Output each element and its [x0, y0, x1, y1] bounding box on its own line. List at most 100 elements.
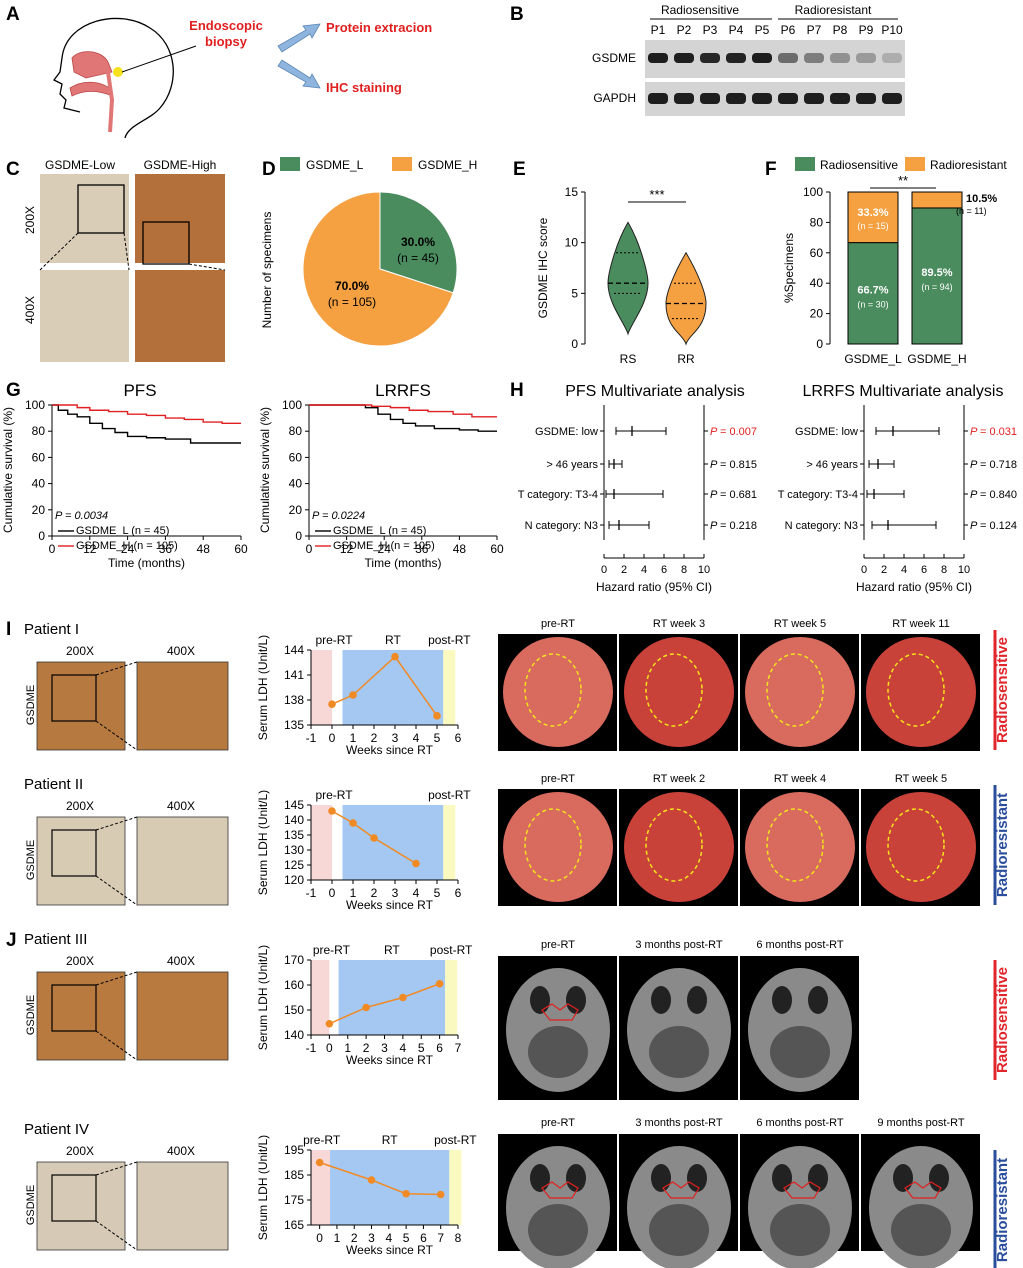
zoom-box [51, 1174, 97, 1222]
protein-extraction-label: Protein extracion [326, 20, 432, 35]
x-tick-label: 36 [415, 542, 429, 556]
band-gsdme [674, 53, 694, 63]
x-tick-label: 6 [921, 564, 927, 576]
ihc-high-200x [135, 174, 225, 263]
y-axis-label: Cumulative survival (%) [258, 407, 272, 533]
lane-label: P3 [703, 23, 718, 37]
x-axis-label: Weeks since RT [346, 898, 434, 912]
phase-label: post-RT [428, 633, 471, 647]
ihc-high-400x [135, 270, 225, 362]
mri-sinus [772, 1164, 792, 1192]
image-label: RT week 5 [774, 618, 826, 630]
slice-n: (n = 105) [328, 295, 376, 309]
image-label: 3 months post-RT [635, 939, 723, 951]
y-axis-label: Serum LDH (Unit/L) [256, 635, 270, 740]
p-value: P = 0.681 [710, 489, 757, 501]
tumor-outline [766, 808, 824, 882]
zoom-line [95, 816, 138, 831]
mri-sinus [929, 1164, 949, 1192]
y-tick-label: 20 [289, 503, 303, 517]
y-tick-label: 140 [284, 813, 304, 827]
ldh-point [362, 1003, 370, 1012]
y-tick-label: 0 [571, 337, 578, 351]
legend-label: GSDME_L (n = 45) [76, 525, 169, 537]
endoscopy-image [624, 792, 734, 902]
zoom-line [95, 661, 138, 676]
forest-row-label: T category: T3-4 [778, 489, 858, 501]
band-gsdme [778, 53, 798, 63]
tumor-outline [524, 653, 582, 727]
x-tick-label: 36 [159, 542, 173, 556]
legend-radioresistant: Radioresistant [930, 158, 1007, 172]
phase-label: post-RT [428, 788, 471, 802]
tumor-outline [524, 808, 582, 882]
x-tick-label: 5 [403, 1231, 410, 1245]
band-gapdh [674, 93, 694, 104]
head-outline [61, 17, 174, 139]
mri-sinus [651, 986, 671, 1014]
zoom-box [51, 984, 97, 1032]
band-gsdme [882, 53, 902, 63]
mri-brainstem [891, 1204, 951, 1256]
y-tick-label: 144 [284, 643, 304, 657]
image-label: RT week 2 [653, 773, 705, 785]
x-tick-label: 8 [455, 1231, 462, 1245]
violin-RS [607, 221, 649, 336]
y-tick-label: 145 [284, 798, 304, 812]
y-tick-label: 60 [810, 246, 824, 260]
tumor-marker [113, 67, 123, 77]
x-tick-label: 3 [392, 731, 399, 745]
forest-row-label: > 46 years [806, 459, 858, 471]
phase-label: RT [385, 633, 401, 647]
bar-n: (n = 15) [857, 221, 888, 231]
bar-label: 89.5% [921, 267, 952, 279]
y-tick-label: 141 [284, 668, 304, 682]
band-gapdh [778, 93, 798, 104]
image-label: pre-RT [541, 939, 575, 951]
x-tick-label: 4 [385, 1231, 392, 1245]
forest-title: LRRFS Multivariate analysis [803, 383, 1004, 400]
bar-label: 10.5% [966, 193, 997, 205]
phase-pre-rt [311, 805, 332, 880]
ldh-line [329, 983, 440, 1025]
y-axis-label: Serum LDH (Unit/L) [256, 945, 270, 1050]
mag-label-200x: 200X [66, 954, 94, 968]
oral-cavity [69, 81, 113, 97]
pie-slice-GSDME_L [379, 191, 458, 294]
phase-pre-rt [311, 650, 332, 725]
band-gapdh [726, 93, 746, 104]
endoscopy-image [866, 792, 976, 902]
lane-label: P2 [677, 23, 692, 37]
group-radiosensitive: Radiosensitive [661, 3, 739, 17]
image-label: RT week 5 [895, 773, 947, 785]
x-axis-label: Weeks since RT [346, 1053, 434, 1067]
ihc-low-200x [40, 174, 129, 263]
mri-brainstem [770, 1026, 830, 1078]
ldh-point [349, 691, 357, 699]
x-tick-label: 24 [378, 542, 392, 556]
x-tick-label: 2 [363, 1041, 370, 1055]
band-gsdme [830, 53, 850, 63]
km-curve-high [309, 404, 497, 418]
mri-sinus [530, 1164, 550, 1192]
y-axis-label: Serum LDH (Unit/L) [256, 790, 270, 895]
endoscopy-image [503, 637, 613, 747]
ihc-400x [136, 661, 229, 751]
x-tick-label: 1 [334, 1231, 341, 1245]
forest-row-label: GSDME: low [795, 426, 858, 438]
row-label-gsdme: GSDME [592, 51, 636, 65]
y-tick-label: 0 [38, 529, 45, 543]
legend-label: GSDME_H (n = 105) [76, 540, 178, 552]
biopsy-label: Endoscopic [189, 18, 263, 33]
ldh-point [402, 1189, 410, 1198]
x-tick-label: 60 [490, 542, 504, 556]
legend-swatch [392, 157, 412, 171]
band-gsdme [700, 53, 720, 63]
x-tick-label: RR [677, 352, 695, 366]
zoom-line [95, 971, 138, 986]
band-gapdh [856, 93, 876, 104]
mri-sinus [566, 1164, 586, 1192]
legend-gsdme-h: GSDME_H [418, 158, 477, 172]
mri-brainstem [649, 1026, 709, 1078]
forest-title: PFS Multivariate analysis [565, 383, 745, 400]
